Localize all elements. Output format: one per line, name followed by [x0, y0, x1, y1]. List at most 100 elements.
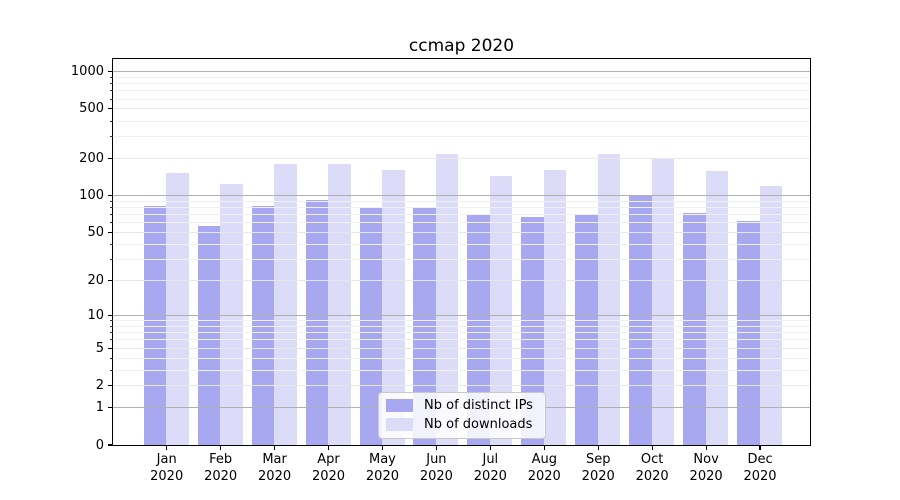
major-gridline	[112, 195, 810, 197]
labeled-gridline	[112, 385, 810, 387]
y-minor-tick-mark	[110, 325, 113, 327]
labeled-gridline	[112, 108, 810, 110]
bar-ips-dec	[737, 221, 760, 445]
bar-downloads-mar	[274, 164, 297, 445]
y-tick-mark	[108, 231, 113, 233]
minor-gridline	[112, 98, 810, 100]
month-year: 2020	[258, 468, 292, 484]
y-tick-label: 100	[79, 187, 104, 203]
y-minor-tick-mark	[110, 120, 113, 122]
minor-gridline	[112, 120, 810, 122]
month-year: 2020	[743, 468, 777, 484]
month-name: Jan	[156, 452, 177, 467]
x-tick-label-jun: Jun 2020	[404, 452, 468, 485]
y-minor-tick-mark	[110, 332, 113, 334]
x-tick-mark	[651, 446, 653, 451]
minor-gridline	[112, 243, 810, 245]
month-year: 2020	[365, 468, 399, 484]
bar-downloads-sep	[597, 153, 621, 445]
minor-gridline	[112, 332, 810, 334]
x-tick-label-jul: Jul 2020	[458, 452, 522, 485]
x-tick-label-may: May 2020	[350, 452, 414, 485]
distinct-ips-swatch	[386, 398, 413, 413]
bar-downloads-jan	[166, 173, 189, 445]
x-tick-mark	[759, 446, 761, 451]
x-tick-mark	[381, 446, 384, 451]
x-tick-mark	[705, 446, 707, 451]
y-minor-tick-mark	[110, 206, 113, 208]
downloads-swatch	[386, 417, 413, 432]
y-tick-mark	[108, 444, 113, 446]
month-name: Jul	[482, 452, 499, 467]
x-tick-label-mar: Mar 2020	[243, 452, 307, 485]
y-tick-mark	[108, 406, 113, 409]
month-name: Dec	[747, 452, 773, 467]
y-minor-tick-mark	[110, 369, 113, 371]
month-year: 2020	[635, 468, 669, 484]
y-minor-tick-mark	[110, 258, 113, 260]
y-tick-mark	[108, 314, 113, 316]
minor-gridline	[112, 258, 810, 260]
major-gridline	[112, 314, 810, 316]
minor-gridline	[112, 222, 810, 224]
bar-ips-jan	[143, 206, 167, 445]
minor-gridline	[112, 136, 810, 137]
x-tick-mark	[435, 446, 437, 451]
y-tick-mark	[108, 70, 113, 73]
minor-gridline	[112, 83, 810, 85]
labeled-gridline	[112, 279, 810, 281]
major-gridline	[112, 71, 810, 73]
month-year: 2020	[419, 468, 453, 484]
y-minor-tick-mark	[110, 339, 113, 341]
minor-gridline	[112, 76, 810, 78]
y-tick-mark	[108, 194, 113, 197]
y-tick-mark	[108, 279, 113, 281]
labeled-gridline	[112, 157, 810, 159]
y-minor-tick-mark	[110, 98, 113, 100]
month-name: Aug	[531, 452, 557, 467]
legend-item-downloads: Nb of downloads	[386, 416, 533, 433]
month-name: Jun	[426, 452, 447, 467]
bar-downloads-aug	[543, 169, 567, 445]
month-year: 2020	[150, 468, 184, 484]
y-tick-mark	[108, 157, 113, 159]
month-name: Feb	[209, 452, 233, 467]
minor-gridline	[112, 90, 810, 92]
labeled-gridline	[112, 347, 810, 349]
y-tick-mark	[108, 347, 113, 349]
y-tick-label: 500	[79, 101, 104, 117]
y-tick-label: 50	[87, 224, 104, 240]
bar-ips-nov	[683, 212, 706, 445]
x-tick-mark	[327, 446, 330, 451]
month-year: 2020	[527, 468, 561, 484]
x-tick-label-oct: Oct 2020	[620, 452, 684, 485]
month-name: Nov	[693, 452, 719, 467]
y-minor-tick-mark	[110, 136, 113, 137]
legend-label: Nb of distinct IPs	[424, 398, 533, 413]
bar-ips-feb	[197, 225, 221, 445]
x-tick-label-dec: Dec 2020	[728, 452, 792, 485]
month-year: 2020	[204, 468, 238, 484]
y-minor-tick-mark	[110, 76, 113, 78]
bar-ips-mar	[251, 205, 275, 445]
month-name: Apr	[317, 452, 340, 467]
y-tick-label: 5	[95, 340, 104, 356]
minor-gridline	[112, 357, 810, 359]
month-year: 2020	[689, 468, 723, 484]
grid-layer	[112, 59, 810, 445]
minor-gridline	[112, 325, 810, 327]
bar-ips-apr	[305, 200, 329, 445]
x-tick-label-aug: Aug 2020	[512, 452, 576, 485]
legend-item-distinct-ips: Nb of distinct IPs	[386, 397, 533, 414]
x-tick-mark	[543, 446, 545, 451]
y-tick-mark	[108, 384, 113, 387]
minor-gridline	[112, 214, 810, 216]
month-year: 2020	[473, 468, 507, 484]
y-minor-tick-mark	[110, 83, 113, 84]
minor-gridline	[112, 320, 810, 322]
chart-title: ccmap 2020	[408, 36, 515, 56]
bar-downloads-oct	[651, 159, 675, 445]
y-tick-label: 20	[87, 272, 104, 288]
minor-gridline	[112, 206, 810, 208]
bar-downloads-nov	[705, 170, 729, 445]
